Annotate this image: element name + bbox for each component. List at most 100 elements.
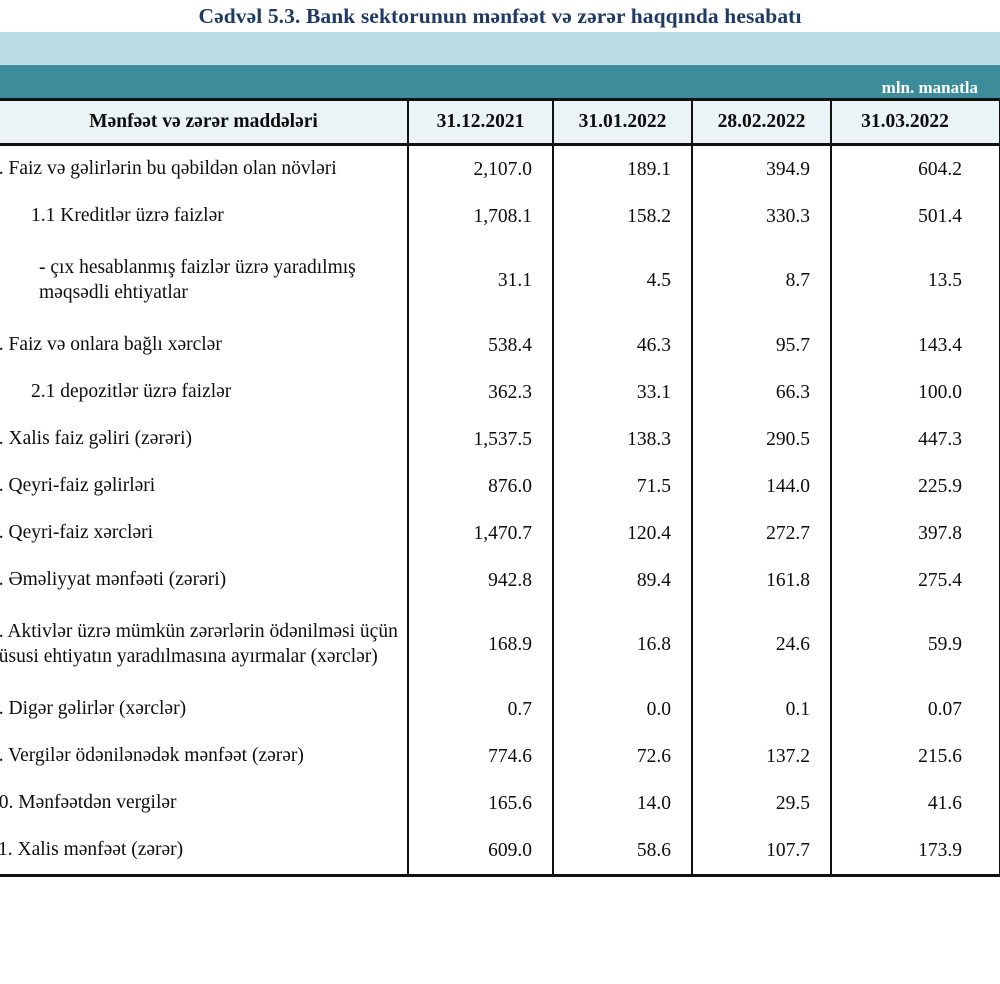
table-body: 1. Faiz və gəlirlərin bu qəbildən olan n… xyxy=(0,144,1000,874)
profit-loss-table: Mənfəət və zərər maddələri 31.12.2021 31… xyxy=(0,101,1000,874)
row-value-cell-1: 1,708.1 xyxy=(408,193,554,240)
row-value-cell-1: 609.0 xyxy=(408,827,554,874)
table-row: 1. Faiz və gəlirlərin bu qəbildən olan n… xyxy=(0,144,1000,193)
row-spacer-cell xyxy=(978,827,1000,874)
row-value-cell-1: 31.1 xyxy=(408,240,554,322)
row-value-cell-1: 2,107.0 xyxy=(408,144,554,193)
row-value-cell-4: 275.4 xyxy=(831,557,978,604)
row-label: 2. Faiz və onlara bağlı xərclər xyxy=(0,334,222,356)
row-label-cell: 4. Qeyri-faiz gəlirləri xyxy=(0,463,409,510)
row-spacer-cell xyxy=(978,463,1000,510)
row-value-cell-4: 604.2 xyxy=(831,144,978,193)
table-row: 6. Əməliyyat mənfəəti (zərəri) 942.8 89.4 1… xyxy=(0,557,1000,604)
row-value-cell-4: 143.4 xyxy=(831,322,978,369)
row-label-cell: 10. Mənfəətdən vergilər xyxy=(0,780,409,827)
table-row: 2. Faiz və onlara bağlı xərclər 538.4 46.3… xyxy=(0,322,1000,369)
unit-of-measure-label: mln. manatla xyxy=(881,78,978,97)
row-value-cell-3: 95.7 xyxy=(692,322,832,369)
row-value-cell-4: 225.9 xyxy=(831,463,978,510)
profit-loss-table-wrapper: Mənfəət və zərər maddələri 31.12.2021 31… xyxy=(0,98,1000,874)
row-value-cell-3: 107.7 xyxy=(692,827,832,874)
table-row: 1.1 Kreditlər üzrə faizlər 1,708.1 158.2 33… xyxy=(0,193,1000,240)
row-label-cell: 6. Əməliyyat mənfəəti (zərəri) xyxy=(0,557,409,604)
column-header-date-4: 31.03.2022 xyxy=(831,101,978,146)
row-value-cell-4: 0.07 xyxy=(831,686,978,733)
row-label: 7. Aktivlər üzrə mümkün zərərlərin ödəni… xyxy=(0,621,398,667)
row-label: 6. Əməliyyat mənfəəti (zərəri) xyxy=(0,569,227,591)
row-spacer-cell xyxy=(978,369,1000,416)
row-value-cell-2: 14.0 xyxy=(553,780,693,827)
row-label: 4. Qeyri-faiz gəlirləri xyxy=(0,475,156,497)
page-title: Cədvəl 5.3. Bank sektorunun mənfəət və z… xyxy=(198,3,802,28)
row-spacer-cell xyxy=(978,604,1000,686)
row-label-cell: 5. Qeyri-faiz xərcləri xyxy=(0,510,409,557)
row-spacer-cell xyxy=(978,193,1000,240)
column-header-label: Mənfəət və zərər maddələri xyxy=(0,101,409,146)
table-row: 8. Digər gəlirlər (xərclər) 0.7 0.0 0.1 0.07 xyxy=(0,686,1000,733)
row-value-cell-4: 173.9 xyxy=(831,827,978,874)
row-label: 2.1 depozitlər üzrə faizlər xyxy=(31,381,232,403)
row-value-cell-3: 272.7 xyxy=(692,510,832,557)
row-value-cell-3: 330.3 xyxy=(692,193,832,240)
row-label-cell: 11. Xalis mənfəət (zərər) xyxy=(0,827,409,874)
table-row: 5. Qeyri-faiz xərcləri 1,470.7 120.4 272.7 3… xyxy=(0,510,1000,557)
row-label-cell: 1. Faiz və gəlirlərin bu qəbildən olan n… xyxy=(0,144,409,193)
row-value-cell-2: 0.0 xyxy=(553,686,693,733)
row-value-cell-2: 189.1 xyxy=(553,144,693,193)
row-label-cell: 9. Vergilər ödənilənədək mənfəət (zərər) xyxy=(0,733,409,780)
row-label: 9. Vergilər ödənilənədək mənfəət (zərər) xyxy=(0,745,304,767)
row-value-cell-2: 72.6 xyxy=(553,733,693,780)
table-row: 3. Xalis faiz gəliri (zərəri) 1,537.5 138.… xyxy=(0,416,1000,463)
row-value-cell-2: 33.1 xyxy=(553,369,693,416)
row-spacer-cell xyxy=(978,322,1000,369)
row-spacer-cell xyxy=(978,240,1000,322)
table-row: 10. Mənfəətdən vergilər 165.6 14.0 29.5 41.6 xyxy=(0,780,1000,827)
row-label: 8. Digər gəlirlər (xərclər) xyxy=(0,698,187,720)
row-label: 10. Mənfəətdən vergilər xyxy=(0,792,177,814)
row-label: 11. Xalis mənfəət (zərər) xyxy=(0,839,184,861)
row-value-cell-2: 16.8 xyxy=(553,604,693,686)
row-value-cell-2: 89.4 xyxy=(553,557,693,604)
row-value-cell-1: 1,537.5 xyxy=(408,416,554,463)
column-header-date-2: 31.01.2022 xyxy=(553,101,693,146)
row-label-cell: 2. Faiz və onlara bağlı xərclər xyxy=(0,322,409,369)
row-value-cell-3: 161.8 xyxy=(692,557,832,604)
column-header-date-1: 31.12.2021 xyxy=(408,101,554,146)
row-spacer-cell xyxy=(978,144,1000,193)
table-row: 4. Qeyri-faiz gəlirləri 876.0 71.5 144.0 225… xyxy=(0,463,1000,510)
row-label: 5. Qeyri-faiz xərcləri xyxy=(0,522,154,544)
row-spacer-cell xyxy=(978,686,1000,733)
row-value-cell-1: 942.8 xyxy=(408,557,554,604)
row-label-cell: 1.1 Kreditlər üzrə faizlər xyxy=(0,193,409,240)
row-value-cell-4: 59.9 xyxy=(831,604,978,686)
row-label: - çıx hesablanmış faizlər üzrə yaradılmı… xyxy=(39,257,356,303)
row-spacer-cell xyxy=(978,780,1000,827)
row-value-cell-4: 13.5 xyxy=(831,240,978,322)
row-value-cell-2: 120.4 xyxy=(553,510,693,557)
row-value-cell-4: 41.6 xyxy=(831,780,978,827)
row-value-cell-4: 100.0 xyxy=(831,369,978,416)
row-value-cell-3: 8.7 xyxy=(692,240,832,322)
decorative-band-light xyxy=(0,32,1000,65)
row-label-cell: - çıx hesablanmış faizlər üzrə yaradılmı… xyxy=(0,240,409,322)
row-value-cell-1: 538.4 xyxy=(408,322,554,369)
row-label: 1.1 Kreditlər üzrə faizlər xyxy=(31,205,224,227)
row-value-cell-2: 4.5 xyxy=(553,240,693,322)
row-label-cell: 2.1 depozitlər üzrə faizlər xyxy=(0,369,409,416)
row-value-cell-1: 774.6 xyxy=(408,733,554,780)
row-spacer-cell xyxy=(978,733,1000,780)
row-value-cell-3: 66.3 xyxy=(692,369,832,416)
row-value-cell-3: 137.2 xyxy=(692,733,832,780)
table-row: 11. Xalis mənfəət (zərər) 609.0 58.6 107.7 1… xyxy=(0,827,1000,874)
row-value-cell-3: 24.6 xyxy=(692,604,832,686)
row-value-cell-4: 501.4 xyxy=(831,193,978,240)
row-label-cell: 3. Xalis faiz gəliri (zərəri) xyxy=(0,416,409,463)
row-value-cell-2: 158.2 xyxy=(553,193,693,240)
table-row: 9. Vergilər ödənilənədək mənfəət (zərər)… xyxy=(0,733,1000,780)
row-label: 1. Faiz və gəlirlərin bu qəbildən olan n… xyxy=(0,158,337,180)
row-value-cell-1: 1,470.7 xyxy=(408,510,554,557)
row-spacer-cell xyxy=(978,510,1000,557)
row-label-cell: 8. Digər gəlirlər (xərclər) xyxy=(0,686,409,733)
unit-band: mln. manatla xyxy=(0,65,1000,98)
table-header-row: Mənfəət və zərər maddələri 31.12.2021 31… xyxy=(0,101,1000,146)
